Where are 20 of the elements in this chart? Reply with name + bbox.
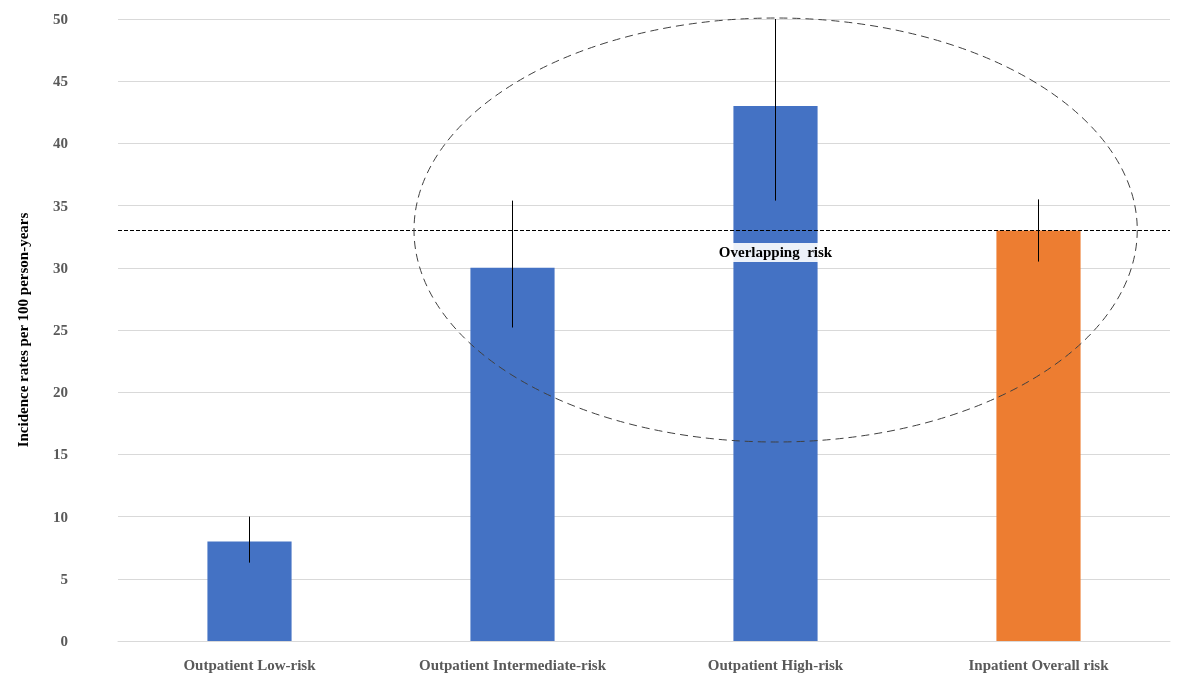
y-tick-label: 20 <box>53 384 68 401</box>
y-tick-label: 35 <box>53 197 68 214</box>
y-tick-label: 5 <box>60 570 68 587</box>
bar <box>207 541 292 641</box>
y-tick-label: 50 <box>53 11 68 27</box>
bar <box>996 230 1081 641</box>
y-tick-label: 45 <box>53 73 68 90</box>
x-tick-label: Inpatient Overall risk <box>968 656 1110 673</box>
annotation: Overlapping risk <box>718 244 833 261</box>
y-tick-label: 40 <box>53 135 68 152</box>
y-tick-label: 25 <box>53 322 68 338</box>
x-tick-label: Outpatient High-risk <box>707 656 844 673</box>
y-tick-label: 0 <box>60 633 68 649</box>
y-tick-label: 10 <box>53 508 68 525</box>
y-tick-label: 30 <box>53 259 68 276</box>
y-tick-label: 15 <box>53 446 68 463</box>
y-axis-title: Incidence rates per 100 person-years <box>14 212 31 448</box>
x-tick-label: Outpatient Intermediate-risk <box>418 656 607 673</box>
x-tick-label: Outpatient Low-risk <box>183 656 317 673</box>
bar <box>470 267 555 641</box>
